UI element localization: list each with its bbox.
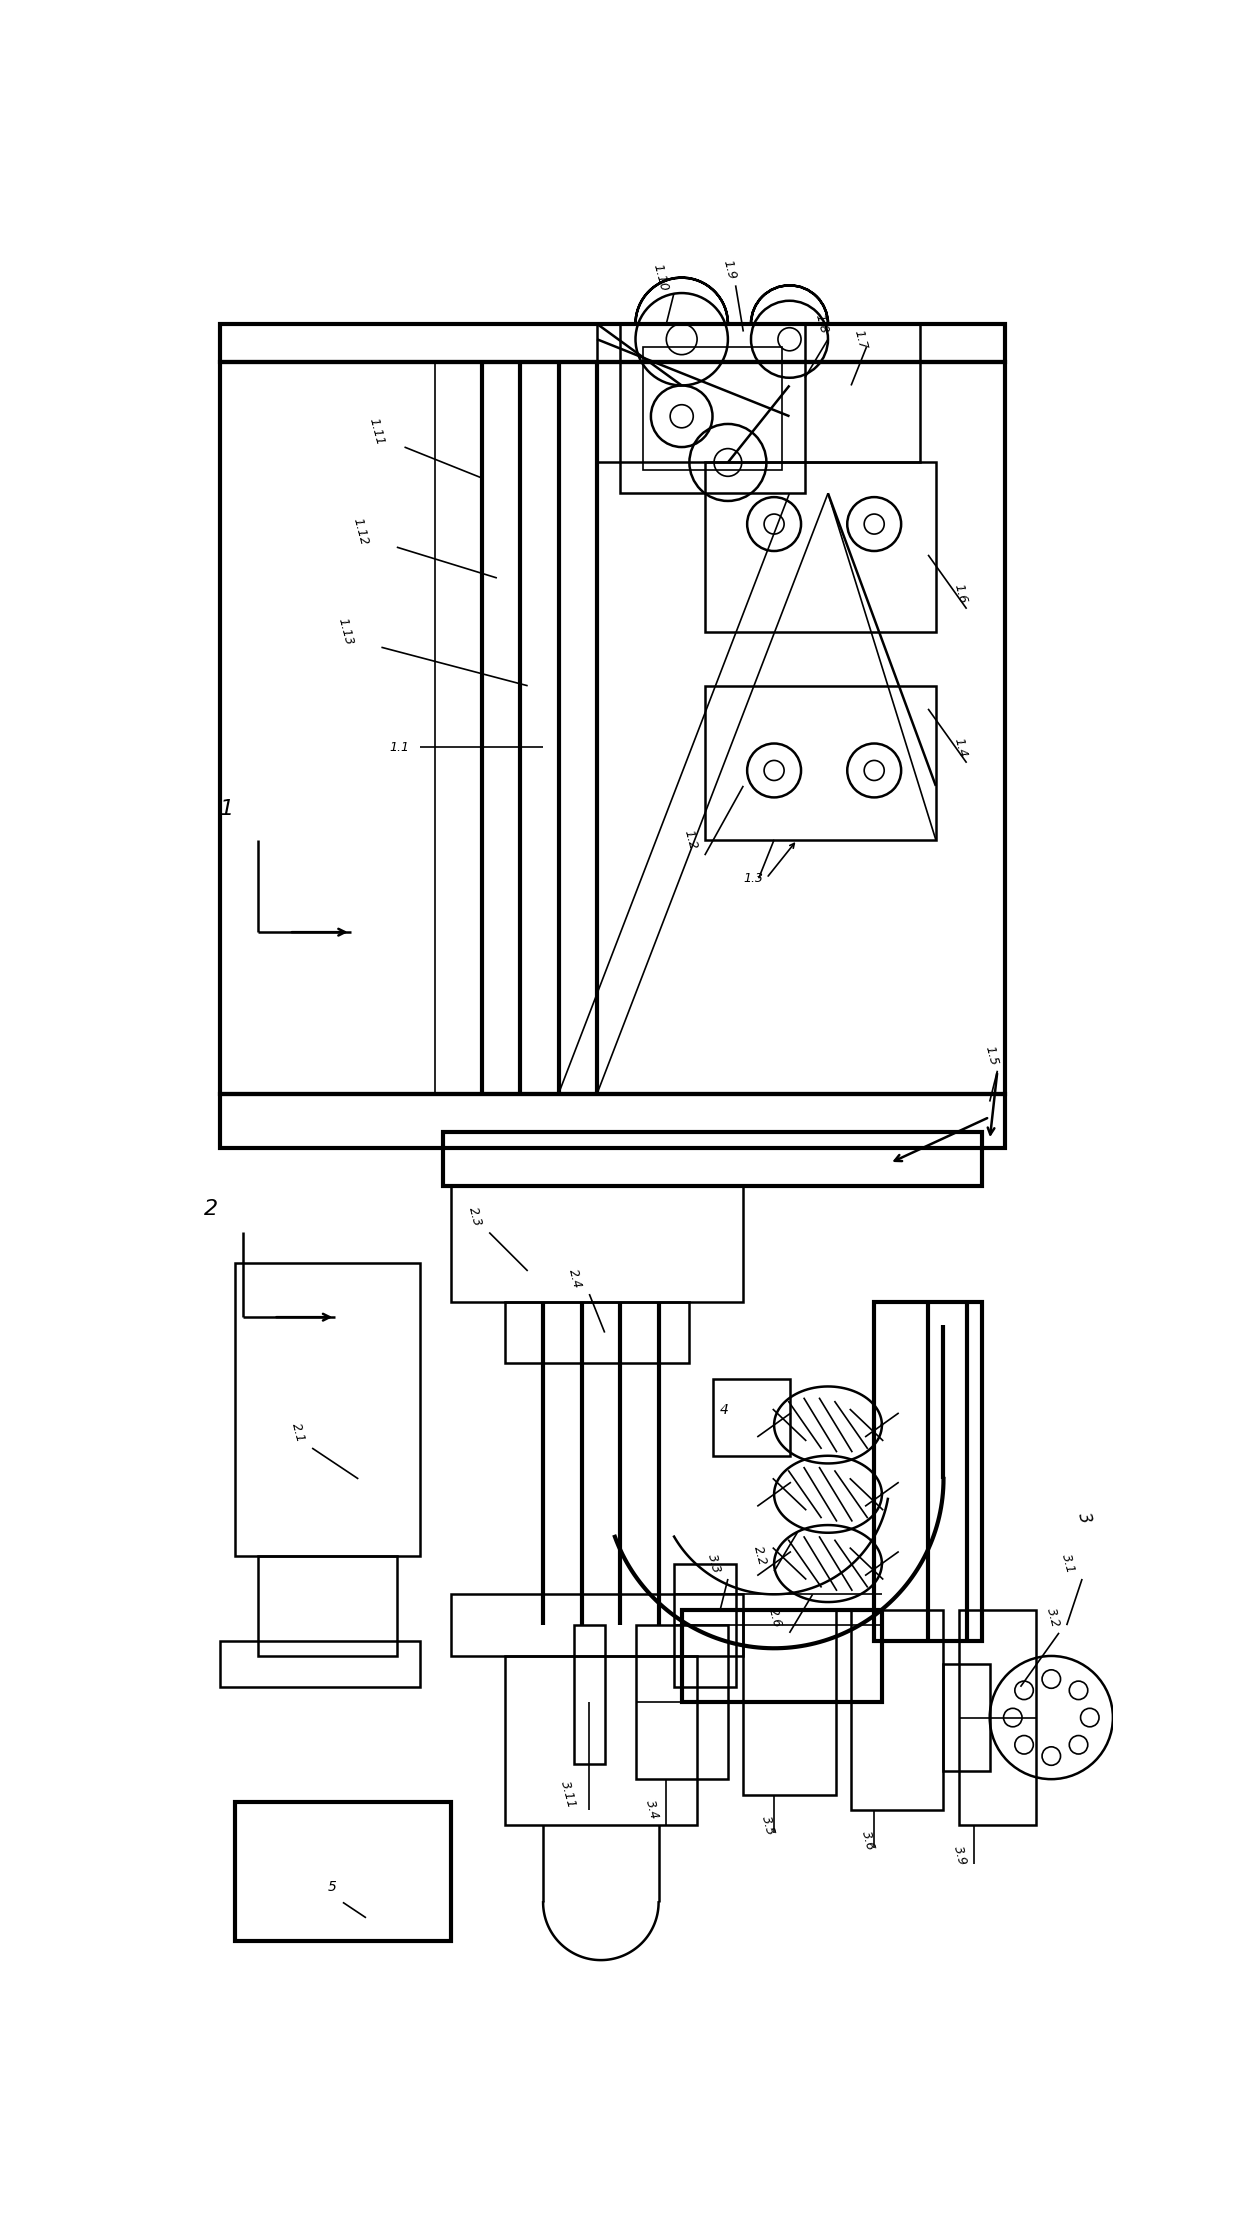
Bar — [443, 1132, 982, 1185]
Text: 5: 5 — [327, 1879, 336, 1895]
Bar — [505, 1301, 689, 1363]
Text: 1.6: 1.6 — [951, 583, 968, 605]
Bar — [258, 1557, 397, 1657]
Bar — [574, 1626, 605, 1764]
Text: 3.11: 3.11 — [558, 1779, 578, 1810]
Text: 1.10: 1.10 — [651, 262, 671, 294]
Bar — [675, 1563, 735, 1686]
Bar — [596, 325, 920, 463]
Bar — [944, 1664, 990, 1773]
Bar — [620, 325, 805, 494]
Bar — [704, 463, 936, 632]
Text: 1.1: 1.1 — [389, 741, 409, 754]
Bar — [713, 1379, 790, 1457]
Text: 1.11: 1.11 — [366, 416, 386, 447]
Bar — [874, 1301, 982, 1641]
Bar — [635, 1626, 728, 1779]
Text: 1.12: 1.12 — [351, 516, 371, 547]
Text: 1.4: 1.4 — [951, 736, 968, 758]
Text: 3.4: 3.4 — [644, 1799, 661, 1821]
Text: 1: 1 — [219, 798, 234, 818]
Text: 3.6: 3.6 — [859, 1830, 877, 1853]
Text: 2.1: 2.1 — [289, 1421, 306, 1443]
Bar — [219, 1094, 1006, 1148]
Text: 1.3: 1.3 — [743, 872, 764, 885]
Bar — [219, 1641, 420, 1686]
Bar — [450, 1595, 743, 1657]
Bar — [644, 347, 781, 469]
Text: 1.13: 1.13 — [335, 616, 355, 647]
Text: 2.3: 2.3 — [466, 1205, 484, 1228]
Bar — [682, 1610, 882, 1701]
Text: 2: 2 — [205, 1199, 218, 1219]
Bar — [505, 1657, 697, 1826]
Bar — [851, 1610, 944, 1810]
Text: 2.4: 2.4 — [567, 1268, 584, 1290]
Text: 2.2: 2.2 — [751, 1543, 769, 1568]
Bar — [450, 1185, 743, 1301]
Text: 2.6: 2.6 — [766, 1606, 784, 1628]
Bar — [219, 363, 1006, 1094]
Text: 3.1: 3.1 — [1059, 1552, 1076, 1575]
Bar — [236, 1801, 450, 1942]
Text: 3.9: 3.9 — [951, 1846, 968, 1868]
Text: 3.3: 3.3 — [704, 1552, 723, 1575]
Text: 4: 4 — [720, 1403, 729, 1417]
Bar — [743, 1610, 836, 1795]
Bar — [704, 685, 936, 841]
Bar — [959, 1610, 1035, 1826]
Bar — [236, 1263, 420, 1557]
Bar — [219, 325, 1006, 363]
Text: 1.7: 1.7 — [851, 327, 869, 351]
Text: 3.5: 3.5 — [759, 1815, 776, 1837]
Text: 3: 3 — [1074, 1510, 1095, 1526]
Text: 3.2: 3.2 — [1044, 1606, 1061, 1628]
Text: 1.5: 1.5 — [982, 1043, 999, 1068]
Text: 1.9: 1.9 — [720, 258, 738, 280]
Text: 1.2: 1.2 — [682, 827, 699, 852]
Text: 1.8: 1.8 — [812, 314, 831, 336]
